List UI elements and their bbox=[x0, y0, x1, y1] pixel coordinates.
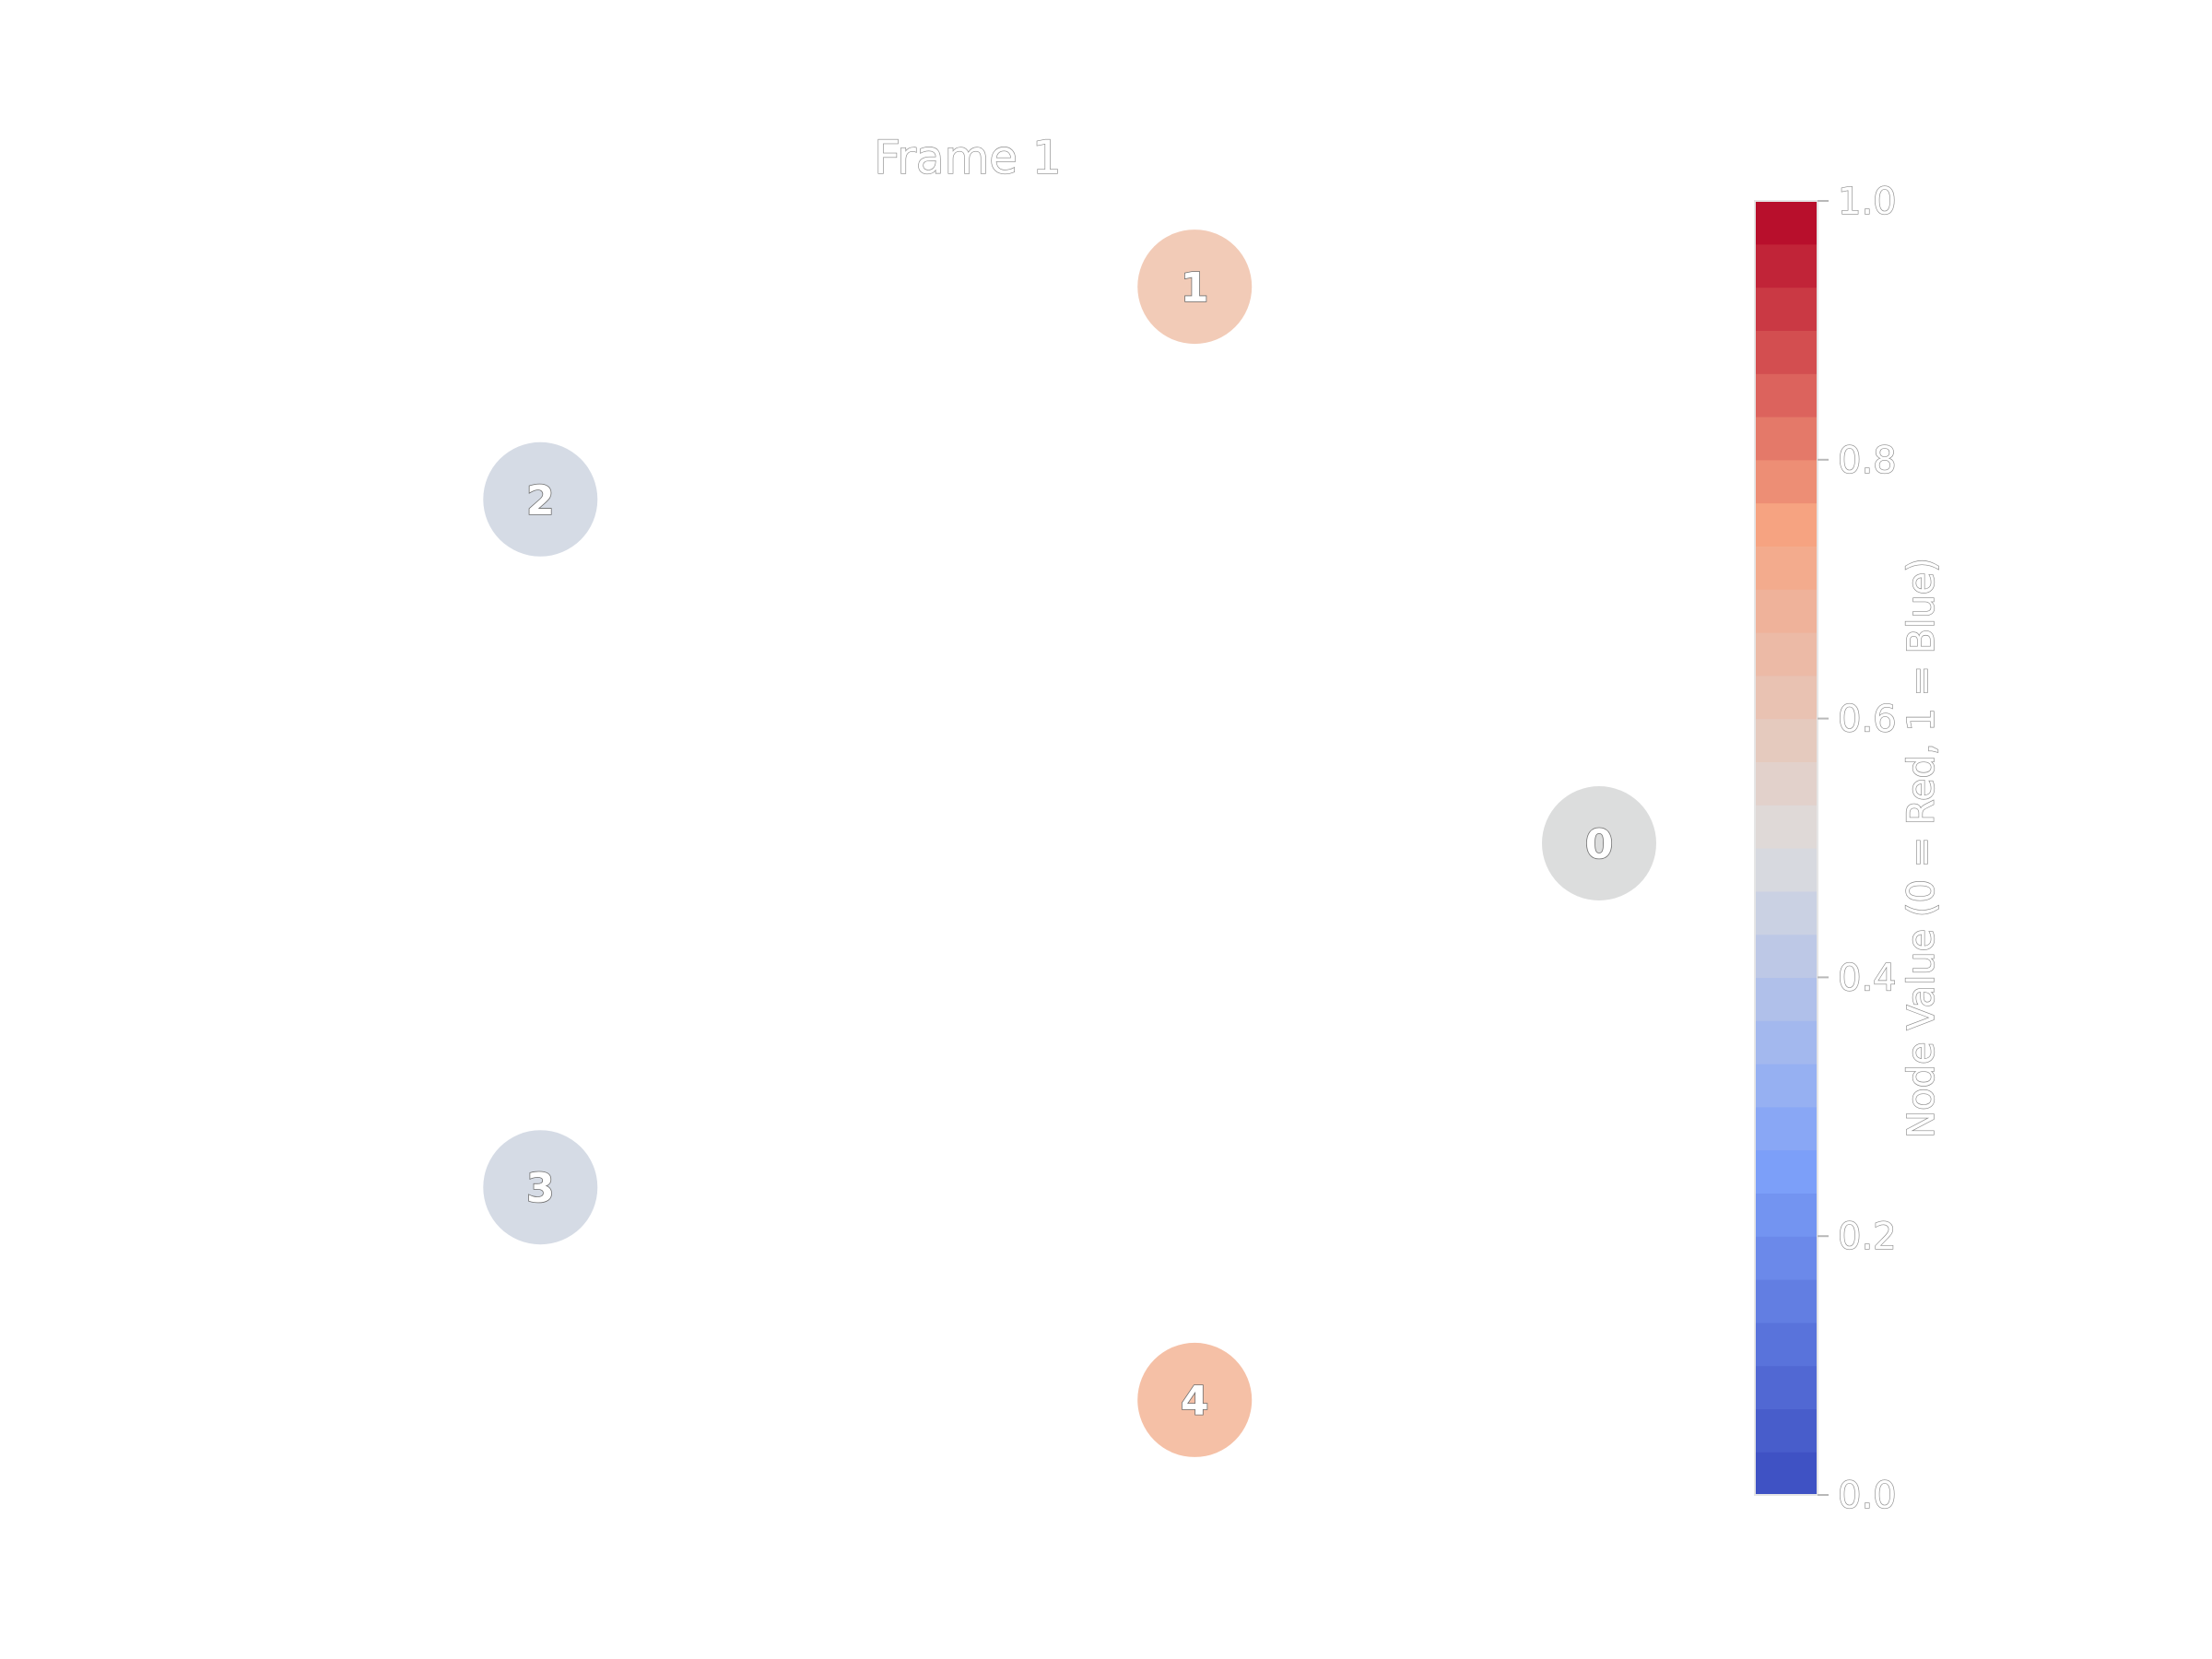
colorbar-step bbox=[1755, 934, 1818, 978]
node-circle-3 bbox=[483, 1130, 598, 1245]
colorbar-label: Node Value (0 = Red, 1 = Blue) bbox=[1900, 558, 1943, 1138]
colorbar-step bbox=[1755, 1365, 1818, 1409]
colorbar-step bbox=[1755, 718, 1818, 762]
colorbar-gradient bbox=[1755, 201, 1818, 1496]
node-circle-4 bbox=[1137, 1342, 1253, 1457]
colorbar-step bbox=[1755, 1452, 1818, 1496]
colorbar-step bbox=[1755, 1020, 1818, 1065]
colorbar-step bbox=[1755, 243, 1818, 288]
node-label-0: 0 bbox=[1585, 821, 1614, 868]
colorbar-step bbox=[1755, 330, 1818, 374]
colorbar-step bbox=[1755, 1408, 1818, 1453]
colorbar-step bbox=[1755, 589, 1818, 633]
colorbar-step bbox=[1755, 1236, 1818, 1280]
colorbar-step bbox=[1755, 459, 1818, 504]
node-circle-0 bbox=[1542, 786, 1656, 900]
colorbar-tick-label: 0.0 bbox=[1838, 1475, 1897, 1517]
node-2: 2 bbox=[483, 441, 598, 557]
colorbar-step bbox=[1755, 1193, 1818, 1237]
colorbar-step bbox=[1755, 1322, 1818, 1367]
colorbar-step bbox=[1755, 890, 1818, 935]
colorbar-ticks: 0.0 0.2 0.4 0.6 0.8 1.0 bbox=[1818, 180, 1897, 1518]
node-label-3: 3 bbox=[526, 1165, 555, 1212]
colorbar-step bbox=[1755, 502, 1818, 547]
colorbar-tick-label: 0.2 bbox=[1838, 1216, 1897, 1258]
colorbar-step bbox=[1755, 761, 1818, 806]
colorbar-step bbox=[1755, 1149, 1818, 1194]
node-label-1: 1 bbox=[1181, 265, 1209, 312]
colorbar-step bbox=[1755, 201, 1818, 245]
colorbar-step bbox=[1755, 977, 1818, 1021]
nodes-layer: 0 1 2 3 4 bbox=[483, 229, 1656, 1457]
colorbar-tick-label: 0.4 bbox=[1838, 957, 1897, 999]
colorbar-step bbox=[1755, 1064, 1818, 1108]
colorbar-step bbox=[1755, 805, 1818, 849]
node-label-4: 4 bbox=[1181, 1378, 1209, 1425]
colorbar: 0.0 0.2 0.4 0.6 0.8 1.0 Node Value (0 = Red, … bbox=[1754, 180, 1944, 1518]
node-1: 1 bbox=[1137, 229, 1253, 345]
colorbar-tick-label: 1.0 bbox=[1838, 181, 1897, 223]
colorbar-frame bbox=[1754, 200, 1818, 1496]
node-label-2: 2 bbox=[526, 477, 555, 524]
colorbar-step bbox=[1755, 632, 1818, 677]
colorbar-step bbox=[1755, 417, 1818, 461]
colorbar-tick-label: 0.8 bbox=[1838, 440, 1897, 482]
colorbar-step bbox=[1755, 373, 1818, 418]
node-circle-1 bbox=[1137, 229, 1253, 345]
node-3: 3 bbox=[483, 1130, 598, 1245]
node-circle-2 bbox=[483, 441, 598, 557]
node-4: 4 bbox=[1137, 1342, 1253, 1457]
colorbar-step bbox=[1755, 1279, 1818, 1324]
colorbar-step bbox=[1755, 675, 1818, 720]
colorbar-step bbox=[1755, 546, 1818, 590]
figure-title: Frame 1 bbox=[874, 131, 1062, 184]
node-0: 0 bbox=[1542, 786, 1656, 900]
colorbar-tick-label: 0.6 bbox=[1838, 699, 1897, 741]
colorbar-step bbox=[1755, 287, 1818, 331]
colorbar-step bbox=[1755, 848, 1818, 892]
colorbar-step bbox=[1755, 1106, 1818, 1151]
